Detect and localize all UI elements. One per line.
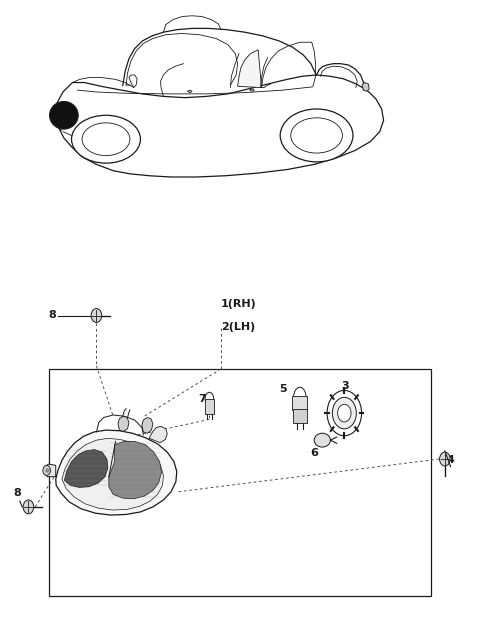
Polygon shape xyxy=(142,418,153,433)
Ellipse shape xyxy=(332,398,356,429)
Text: 2(LH): 2(LH) xyxy=(221,322,255,332)
Text: 8: 8 xyxy=(48,310,56,321)
Bar xyxy=(204,399,214,414)
Polygon shape xyxy=(129,75,137,88)
Ellipse shape xyxy=(314,433,330,447)
Polygon shape xyxy=(56,75,384,177)
Polygon shape xyxy=(44,464,56,476)
Bar xyxy=(48,369,432,596)
Circle shape xyxy=(23,500,34,514)
Circle shape xyxy=(440,452,450,466)
Circle shape xyxy=(43,465,50,475)
Bar xyxy=(293,409,307,423)
Ellipse shape xyxy=(72,115,141,163)
Ellipse shape xyxy=(49,102,78,129)
Polygon shape xyxy=(109,442,161,498)
Polygon shape xyxy=(64,450,108,487)
Text: 8: 8 xyxy=(13,488,21,498)
Ellipse shape xyxy=(280,109,353,162)
Polygon shape xyxy=(238,50,262,88)
Text: 4: 4 xyxy=(447,456,455,465)
Ellipse shape xyxy=(337,404,351,422)
Text: 3: 3 xyxy=(341,381,349,391)
Text: 6: 6 xyxy=(310,448,318,457)
Polygon shape xyxy=(62,439,163,510)
Polygon shape xyxy=(362,83,369,91)
Polygon shape xyxy=(250,89,254,91)
Ellipse shape xyxy=(82,123,130,156)
Ellipse shape xyxy=(291,118,342,153)
Polygon shape xyxy=(149,427,167,443)
Text: 1(RH): 1(RH) xyxy=(221,299,257,309)
Text: 7: 7 xyxy=(198,394,205,404)
Polygon shape xyxy=(187,90,192,93)
Polygon shape xyxy=(118,416,129,432)
Ellipse shape xyxy=(327,391,361,436)
Text: 5: 5 xyxy=(279,384,287,394)
Circle shape xyxy=(91,309,102,322)
Ellipse shape xyxy=(205,392,214,405)
Polygon shape xyxy=(56,430,177,515)
Ellipse shape xyxy=(294,387,306,408)
Bar xyxy=(292,396,308,410)
